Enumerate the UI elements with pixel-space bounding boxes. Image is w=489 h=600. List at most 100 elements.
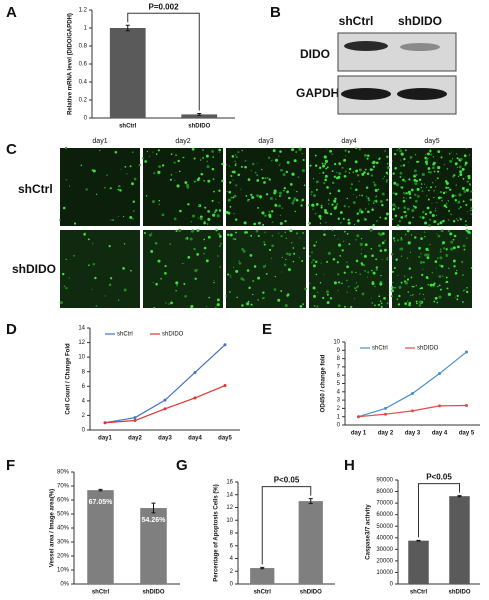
cell [456,298,459,301]
cell [374,196,376,198]
cell [278,164,281,167]
micrograph [143,148,223,226]
cell [345,279,348,282]
cell [387,256,389,258]
cell [205,259,209,263]
cell [412,216,414,219]
cell [326,260,329,263]
cell [281,169,284,172]
cell [404,302,407,305]
cell [104,295,107,297]
cell [435,267,437,269]
cell [445,186,448,189]
cell [184,237,188,240]
cell [183,282,186,285]
cell [363,217,366,220]
cell [439,190,443,194]
cell [460,173,462,175]
cell [173,161,176,164]
cell [268,178,271,181]
cell [293,252,296,255]
cell [326,293,329,296]
cell [266,176,269,179]
cell [285,237,288,240]
x-tick-label: shDIDO [448,590,470,596]
cell [386,179,389,182]
cell [404,281,408,285]
cell [324,178,327,182]
cell [150,232,153,235]
cell [422,210,425,214]
cell [330,297,332,300]
cell [435,186,437,188]
cell [182,262,184,264]
y-tick-label: 3 [337,398,341,404]
cell [414,182,418,186]
cell [371,269,373,272]
cell [371,208,374,212]
cell [400,281,403,284]
point [133,419,137,423]
cell [350,271,354,274]
cell [177,159,180,163]
cell [440,229,444,233]
cell [316,291,319,294]
cell [270,257,273,260]
cell [437,234,441,238]
cell [359,194,361,196]
cell [463,154,467,158]
cell [399,171,403,175]
cell [410,188,414,192]
cell [464,220,467,223]
cell [126,173,128,175]
cell [427,170,431,174]
annotation: P<0.05 [274,476,300,485]
cell [320,262,322,264]
cell [400,255,402,257]
cell [152,282,154,284]
cell [329,192,332,195]
cell [244,231,247,234]
cell [355,259,359,263]
cell [407,161,409,163]
cell [213,279,215,281]
cell [217,232,221,236]
cell [424,253,428,257]
cell [339,221,342,224]
cell [157,259,161,263]
cell [175,172,177,174]
cell [262,223,265,226]
cell [375,258,378,261]
cell [343,240,345,242]
significance-bracket [127,12,200,111]
cell [257,276,261,280]
cell [236,296,238,299]
y-axis-label: Relative mRNA level (DIDO/GAPDH) [68,13,74,115]
cell [247,199,249,201]
cell [445,276,448,279]
cell [339,255,342,257]
column-label: day4 [341,138,356,145]
cell [393,152,397,156]
cell [196,253,200,256]
cell [418,300,422,304]
cell [313,244,316,247]
cell [315,260,318,264]
cell [460,157,463,161]
cell [423,261,425,264]
cell [73,222,77,225]
line [104,385,226,424]
column-label: day5 [424,138,439,145]
cell [179,209,182,213]
cell [292,260,295,263]
cell [465,188,470,192]
cell [461,274,464,277]
cell [436,233,438,235]
cell [431,202,433,204]
cell [364,168,367,171]
cell [364,243,368,247]
cell [423,183,425,185]
cell [360,210,364,214]
cell [372,202,375,204]
cell [170,301,173,305]
